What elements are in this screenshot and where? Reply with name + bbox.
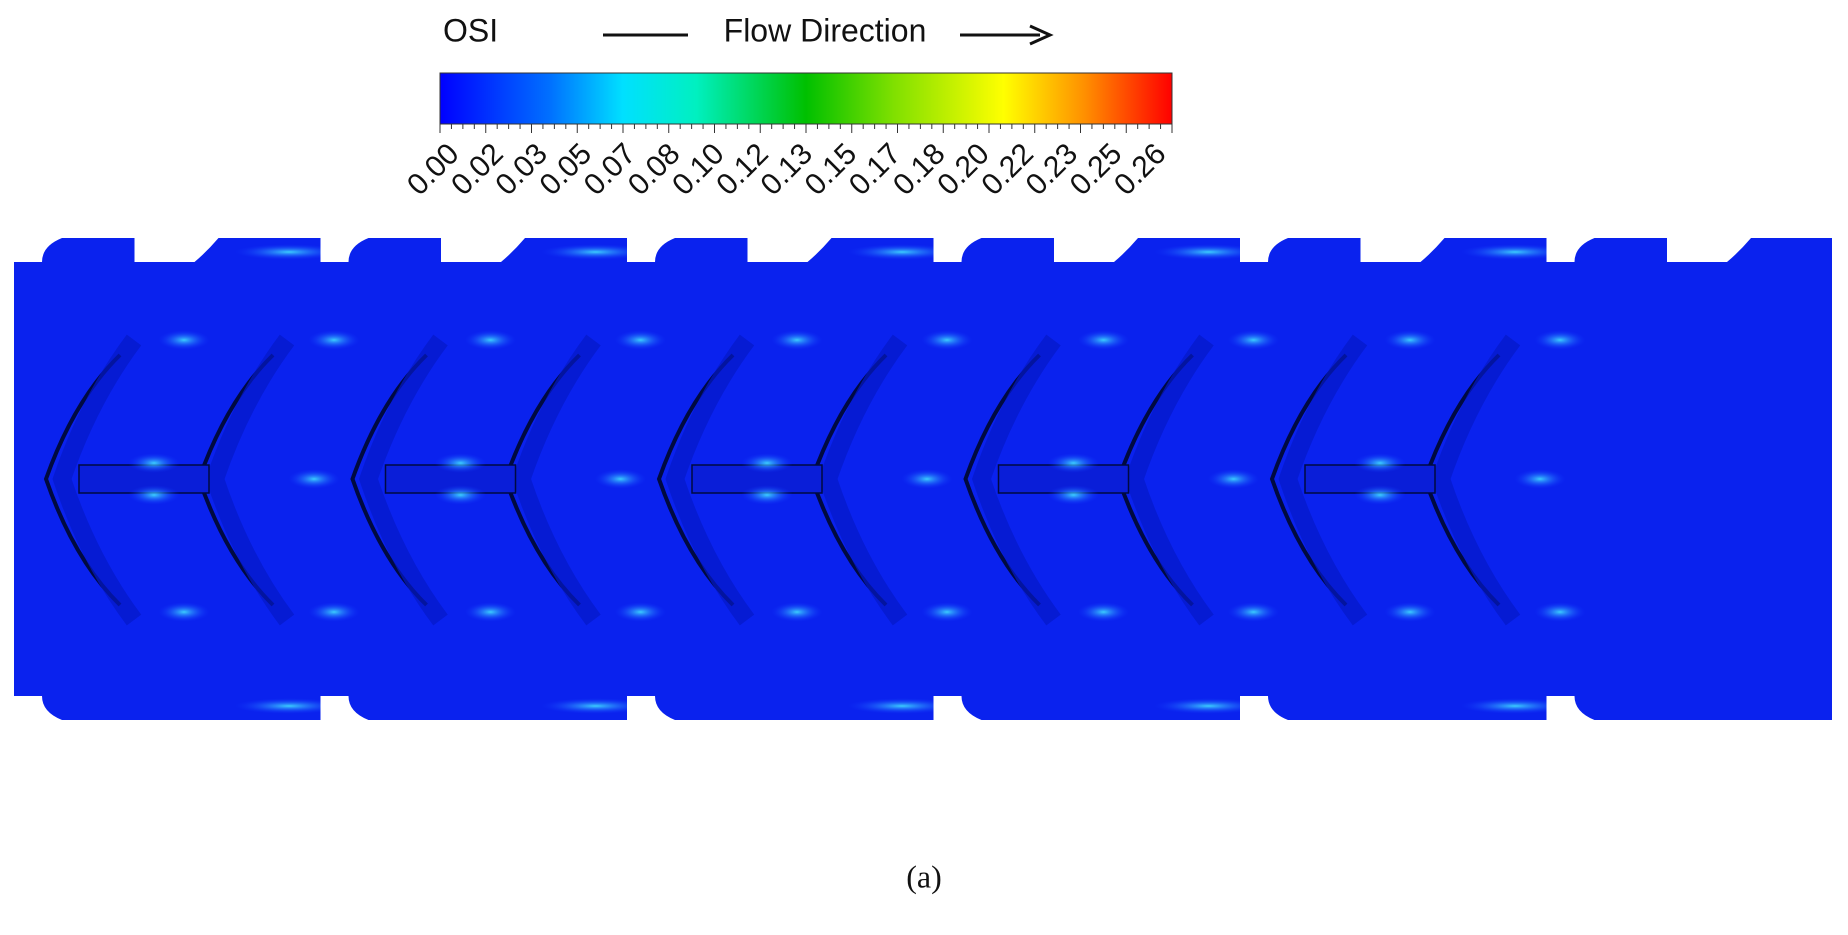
- high-osi-spot: [1534, 330, 1586, 350]
- strut-edge: [512, 334, 601, 626]
- high-osi-band: [1153, 698, 1264, 714]
- high-osi-spot: [158, 602, 210, 622]
- flow-label: Flow Direction: [724, 12, 927, 48]
- high-osi-spot: [1384, 602, 1436, 622]
- high-osi-spot: [614, 602, 667, 622]
- strut-edge: [359, 334, 448, 626]
- high-osi-band: [234, 698, 344, 714]
- colorbar: [439, 72, 1173, 125]
- notch: [627, 696, 675, 720]
- high-osi-band: [1153, 244, 1264, 260]
- notch: [320, 238, 369, 262]
- high-osi-band: [1460, 244, 1570, 260]
- high-osi-band: [847, 698, 957, 714]
- high-osi-spot: [434, 453, 487, 473]
- high-osi-spot: [1354, 485, 1406, 505]
- high-osi-spot: [1354, 453, 1406, 473]
- legend-title: OSI: [443, 12, 498, 48]
- strut-edge: [52, 334, 142, 626]
- high-osi-spot: [771, 602, 823, 622]
- caption: (a): [906, 858, 942, 894]
- high-osi-spot: [464, 602, 517, 622]
- high-osi-spot: [614, 330, 667, 350]
- strut-edge: [1431, 334, 1521, 626]
- high-osi-band: [1460, 698, 1570, 714]
- notch: [320, 696, 369, 720]
- strut-edge: [972, 334, 1061, 626]
- notch: [14, 696, 62, 720]
- notch: [1240, 696, 1288, 720]
- high-osi-band: [540, 698, 651, 714]
- notch: [1360, 238, 1445, 262]
- high-osi-spot: [434, 485, 487, 505]
- high-osi-spot: [1077, 330, 1130, 350]
- strut-slit: [656, 353, 735, 607]
- strut-slit: [350, 353, 428, 607]
- high-osi-spot: [1514, 469, 1566, 489]
- high-osi-spot: [741, 485, 793, 505]
- notch: [134, 238, 219, 262]
- notch: [933, 238, 982, 262]
- high-osi-spot: [594, 469, 647, 489]
- notch: [627, 238, 675, 262]
- notch: [1667, 238, 1751, 262]
- strut-edge: [818, 334, 908, 626]
- high-osi-spot: [158, 330, 210, 350]
- strut-slit: [963, 353, 1041, 607]
- high-osi-spot: [464, 330, 517, 350]
- high-osi-spot: [1207, 469, 1260, 489]
- high-osi-spot: [1047, 453, 1100, 473]
- high-osi-spot: [1534, 602, 1586, 622]
- notch: [747, 238, 832, 262]
- high-osi-spot: [1047, 485, 1100, 505]
- high-osi-spot: [128, 485, 180, 505]
- high-osi-spot: [308, 602, 360, 622]
- high-osi-spot: [308, 330, 360, 350]
- high-osi-band: [540, 244, 651, 260]
- high-osi-spot: [921, 602, 973, 622]
- notch: [1546, 238, 1595, 262]
- strut-edge: [665, 334, 755, 626]
- high-osi-spot: [1384, 330, 1436, 350]
- notch: [1546, 696, 1595, 720]
- high-osi-spot: [1227, 602, 1280, 622]
- strut-edge: [205, 334, 295, 626]
- notch: [14, 238, 62, 262]
- notch: [933, 696, 982, 720]
- strut-slit: [43, 353, 122, 607]
- contour-plot: [14, 238, 1832, 720]
- strut-slit: [1269, 353, 1348, 607]
- high-osi-spot: [771, 330, 823, 350]
- strut-edge: [1278, 334, 1368, 626]
- high-osi-spot: [128, 453, 180, 473]
- high-osi-spot: [741, 453, 793, 473]
- high-osi-spot: [901, 469, 953, 489]
- notch: [441, 238, 525, 262]
- colorbar-tick-label: 0.26: [1108, 137, 1173, 202]
- notch: [1240, 238, 1288, 262]
- notch: [1054, 238, 1138, 262]
- high-osi-spot: [1227, 330, 1280, 350]
- high-osi-spot: [921, 330, 973, 350]
- high-osi-spot: [1077, 602, 1130, 622]
- strut-edge: [1125, 334, 1214, 626]
- high-osi-band: [847, 244, 957, 260]
- high-osi-band: [234, 244, 344, 260]
- arrow-head: [1029, 24, 1054, 46]
- high-osi-spot: [288, 469, 340, 489]
